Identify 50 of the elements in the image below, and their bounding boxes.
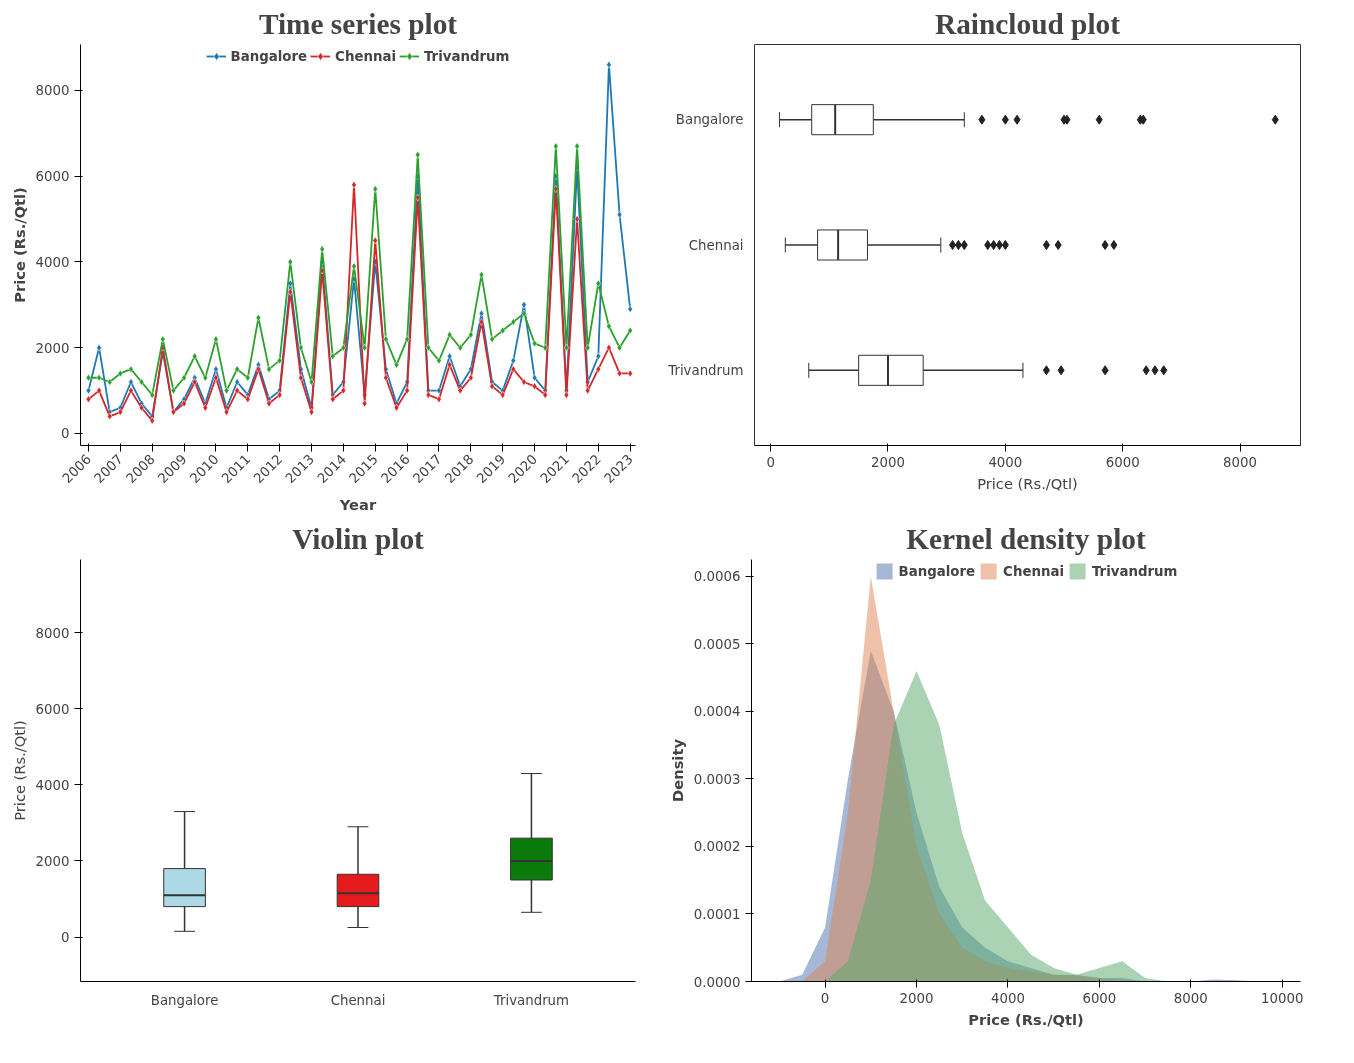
y-tick-label: 6000	[35, 701, 70, 717]
legend-label: Bangalore	[898, 563, 976, 579]
legend-label: Trivandrum	[1091, 563, 1178, 579]
y-axis-title: Price (Rs./Qtl)	[10, 720, 28, 821]
chart-title: Kernel density plot	[906, 522, 1146, 555]
x-tick-label: 0	[820, 990, 830, 1006]
y-tick-label: 2000	[35, 853, 70, 869]
y-tick-label: 8000	[35, 625, 70, 641]
y-tick-label: 0	[61, 930, 70, 946]
legend-label: Chennai	[1003, 563, 1064, 579]
y-tick-label: Trivandrum	[667, 362, 744, 378]
legend-label: Chennai	[335, 48, 396, 64]
x-tick-label: 2000	[871, 454, 905, 470]
y-axis-title: Density	[668, 738, 686, 802]
y-tick-label: 4000	[35, 254, 70, 270]
legend-label: Bangalore	[230, 48, 308, 64]
x-tick-label: Chennai	[330, 992, 386, 1008]
x-tick-label: 6000	[1105, 454, 1140, 470]
y-tick-label: 0.0005	[693, 636, 741, 652]
y-tick-label: Chennai	[688, 237, 744, 253]
legend-label: Trivandrum	[423, 48, 510, 64]
x-axis-title: Year	[338, 495, 377, 513]
y-tick-label: 0.0004	[693, 704, 741, 720]
x-tick-label: 2000	[899, 990, 934, 1006]
x-tick-label: Trivandrum	[492, 992, 570, 1008]
y-tick-label: 8000	[35, 83, 70, 99]
x-tick-label: Bangalore	[150, 992, 219, 1008]
x-tick-label: 10000	[1261, 990, 1304, 1006]
x-tick-label: 8000	[1223, 454, 1258, 470]
y-tick-label: Bangalore	[675, 112, 744, 128]
x-tick-label: 4000	[988, 454, 1023, 470]
x-axis-title: Price (Rs./Qtl)	[977, 474, 1078, 492]
x-axis-title: Price (Rs./Qtl)	[968, 1010, 1084, 1028]
y-tick-label: 0.0002	[693, 839, 741, 855]
x-tick-label: 8000	[1173, 990, 1208, 1006]
y-tick-label: 0	[61, 426, 70, 442]
y-tick-label: 4000	[35, 777, 70, 793]
chart-title: Time series plot	[258, 7, 458, 40]
x-tick-label: 6000	[1082, 990, 1117, 1006]
chart-title: Violin plot	[292, 522, 425, 555]
chart-title: Raincloud plot	[935, 7, 1121, 40]
x-tick-label: 4000	[990, 990, 1025, 1006]
x-tick-label: 0	[766, 454, 775, 470]
y-tick-label: 0.0001	[693, 906, 741, 922]
y-tick-label: 0.0006	[693, 569, 741, 585]
y-tick-label: 0.0000	[693, 974, 741, 990]
y-tick-label: 2000	[35, 340, 70, 356]
y-tick-label: 6000	[35, 169, 70, 185]
y-axis-title: Price (Rs./Qtl)	[10, 187, 28, 303]
y-tick-label: 0.0003	[693, 771, 741, 787]
